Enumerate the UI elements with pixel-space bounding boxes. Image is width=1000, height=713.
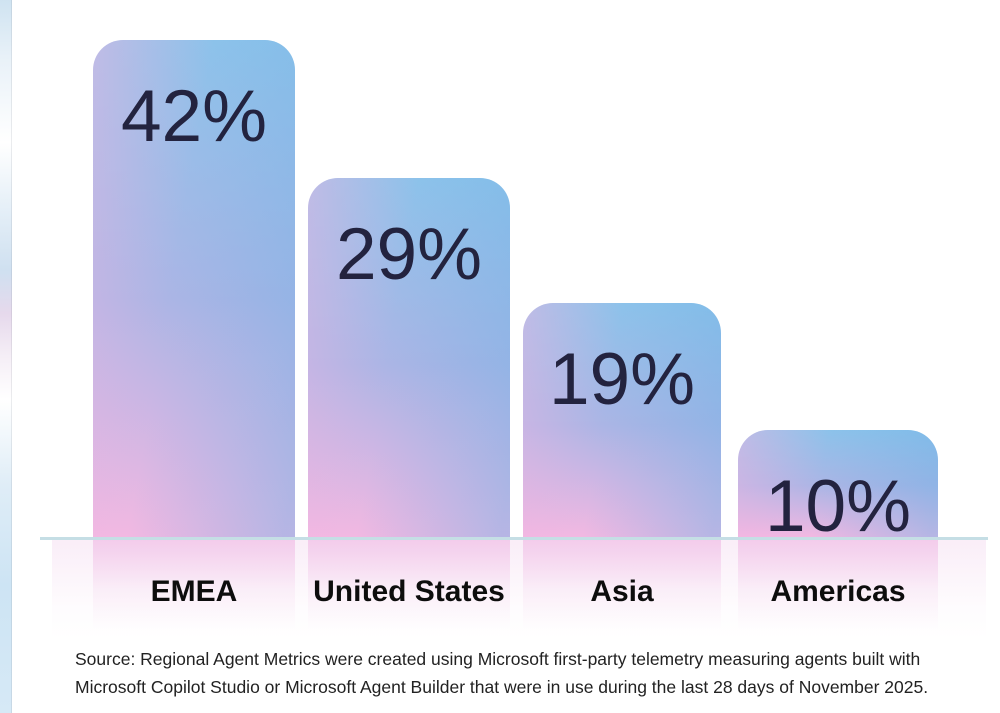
bar-emea: 42% bbox=[93, 40, 295, 537]
bar-asia: 19% bbox=[523, 303, 721, 537]
bar-value-united-states: 29% bbox=[335, 214, 483, 295]
category-label-united-states: United States bbox=[313, 575, 505, 608]
bar-value-americas: 10% bbox=[764, 466, 912, 547]
bar-reflection-americas bbox=[738, 540, 938, 630]
bar-value-emea: 42% bbox=[120, 76, 268, 157]
x-axis-baseline bbox=[40, 537, 988, 540]
bar-united-states: 29% bbox=[308, 178, 510, 537]
left-slide-edge-strip bbox=[0, 0, 12, 713]
bar-reflection-asia bbox=[523, 540, 721, 630]
category-label-asia: Asia bbox=[590, 575, 654, 608]
bar-reflection-emea bbox=[93, 540, 295, 630]
bar-chart-plot-area: 42% 29% 19% 10% bbox=[93, 40, 938, 543]
category-label-americas: Americas bbox=[770, 575, 906, 608]
bar-value-asia: 19% bbox=[548, 339, 696, 420]
bar-americas: 10% bbox=[738, 430, 938, 543]
category-label-emea: EMEA bbox=[150, 575, 238, 608]
source-note: Source: Regional Agent Metrics were crea… bbox=[75, 649, 929, 697]
bar-reflection-united-states bbox=[308, 540, 510, 630]
